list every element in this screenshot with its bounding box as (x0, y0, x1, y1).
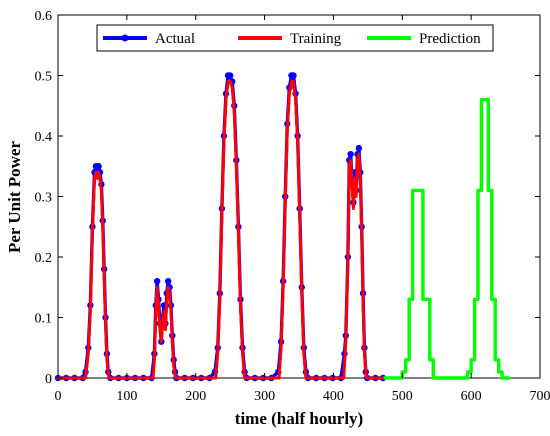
data-point-actual (347, 150, 354, 158)
x-tick-label: 100 (116, 389, 137, 404)
legend-box (96, 24, 494, 52)
legend-label-prediction: Prediction (419, 31, 481, 47)
legend-label-actual: Actual (155, 31, 195, 47)
data-point-actual (290, 72, 297, 79)
x-tick-label: 300 (254, 389, 275, 404)
series-line-prediction (383, 97, 511, 380)
series-line-training-overlay (58, 80, 384, 380)
y-tick-label: 0.3 (35, 191, 53, 206)
x-tick-label: 700 (530, 389, 550, 404)
data-point-actual (355, 144, 363, 152)
data-layer (54, 72, 511, 382)
y-tick-label: 0.2 (35, 251, 53, 266)
legend-label-training: Training (290, 31, 342, 47)
x-tick-label: 200 (185, 389, 206, 404)
y-tick-label: 0.4 (35, 130, 53, 145)
y-tick-label: 0.6 (35, 9, 53, 24)
x-axis-label: time (half hourly) (235, 409, 363, 428)
data-point-actual (153, 278, 161, 285)
x-tick-label: 400 (323, 389, 344, 404)
x-tick-label: 600 (461, 389, 482, 404)
data-point-actual (164, 278, 172, 285)
data-point-actual (95, 163, 102, 170)
y-tick-label: 0 (45, 372, 52, 387)
legend-marker-actual (121, 34, 129, 42)
x-tick-label: 500 (392, 389, 413, 404)
axes-layer: 0 100 200 300 400 500 600 700 0 0.1 0.2 0.3 0.4 0.5 0.… (35, 9, 550, 404)
y-tick-label: 0.1 (35, 312, 53, 327)
y-tick-label: 0.5 (35, 70, 53, 85)
x-tick-label: 0 (55, 389, 62, 404)
data-point-actual (226, 72, 234, 79)
legend: Actual Training Prediction (96, 24, 494, 52)
y-axis-label: Per Unit Power (5, 141, 24, 253)
